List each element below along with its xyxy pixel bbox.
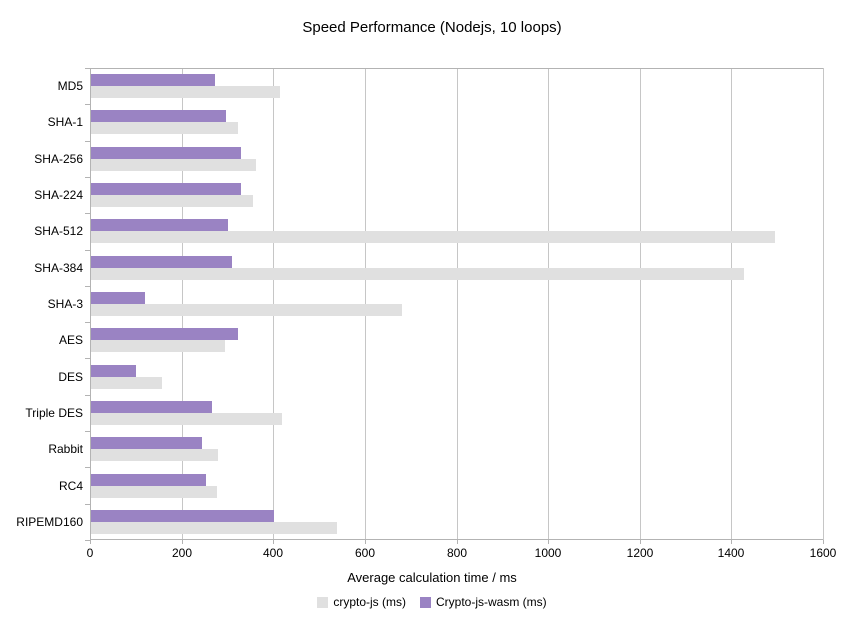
gridline-x-1200 bbox=[640, 68, 641, 540]
y-tick-mark bbox=[85, 286, 90, 287]
bar-crypto-js-wasm-ms-rc4 bbox=[91, 474, 206, 486]
bar-crypto-js-wasm-ms-sha-512 bbox=[91, 219, 228, 231]
y-tick-mark bbox=[85, 104, 90, 105]
bar-crypto-js-ms-aes bbox=[91, 340, 225, 352]
bar-crypto-js-wasm-ms-ripemd160 bbox=[91, 510, 274, 522]
x-tick-mark-400 bbox=[273, 540, 274, 544]
x-tick-label-0: 0 bbox=[86, 546, 94, 560]
x-tick-label-1200: 1200 bbox=[626, 546, 654, 560]
y-label-aes: AES bbox=[58, 333, 83, 347]
legend-swatch-crypto-js-wasm-ms bbox=[420, 596, 431, 608]
gridline-x-1400 bbox=[731, 68, 732, 540]
y-tick-mark bbox=[85, 177, 90, 178]
legend-item-crypto-js-ms: crypto-js (ms) bbox=[317, 595, 406, 609]
x-tick-mark-600 bbox=[365, 540, 366, 544]
x-axis-tick-labels: 0 200 400 600 800 1000 1200 1400 1600 bbox=[87, 546, 837, 562]
bar-crypto-js-ms-des bbox=[91, 377, 162, 389]
gridline-x-1000 bbox=[548, 68, 549, 540]
bar-crypto-js-wasm-ms-triple-des bbox=[91, 401, 212, 413]
x-tick-label-1400: 1400 bbox=[717, 546, 745, 560]
x-axis-title: Average calculation time / ms bbox=[347, 570, 517, 585]
bar-crypto-js-ms-sha-1 bbox=[91, 122, 238, 134]
x-tick-label-1600: 1600 bbox=[809, 546, 837, 560]
bar-crypto-js-ms-ripemd160 bbox=[91, 522, 337, 534]
y-tick-mark bbox=[85, 250, 90, 251]
bar-crypto-js-wasm-ms-sha-3 bbox=[91, 292, 145, 304]
x-tick-mark-1400 bbox=[731, 540, 732, 544]
y-tick-mark bbox=[85, 68, 90, 69]
plot-top-border bbox=[90, 68, 823, 69]
axis-x bbox=[90, 539, 823, 540]
bar-crypto-js-ms-sha-224 bbox=[91, 195, 253, 207]
y-label-sha-1: SHA-1 bbox=[47, 115, 83, 129]
axis-y bbox=[90, 68, 91, 540]
bar-crypto-js-wasm-ms-des bbox=[91, 365, 136, 377]
y-tick-mark bbox=[85, 358, 90, 359]
x-tick-mark-1600 bbox=[823, 540, 824, 544]
x-tick-mark-200 bbox=[182, 540, 183, 544]
x-tick-mark-1200 bbox=[640, 540, 641, 544]
y-label-sha-224: SHA-224 bbox=[34, 188, 83, 202]
y-tick-mark bbox=[85, 467, 90, 468]
y-label-ripemd160: RIPEMD160 bbox=[16, 515, 83, 529]
legend: crypto-js (ms) Crypto-js-wasm (ms) bbox=[0, 595, 864, 609]
bar-crypto-js-wasm-ms-sha-256 bbox=[91, 147, 241, 159]
x-tick-label-200: 200 bbox=[171, 546, 193, 560]
y-label-sha-384: SHA-384 bbox=[34, 261, 83, 275]
bar-crypto-js-ms-md5 bbox=[91, 86, 280, 98]
bar-crypto-js-ms-sha-3 bbox=[91, 304, 402, 316]
bar-crypto-js-ms-sha-384 bbox=[91, 268, 744, 280]
x-tick-mark-0 bbox=[90, 540, 91, 544]
bar-crypto-js-ms-triple-des bbox=[91, 413, 282, 425]
y-tick-mark bbox=[85, 504, 90, 505]
bar-crypto-js-wasm-ms-aes bbox=[91, 328, 238, 340]
x-tick-mark-800 bbox=[457, 540, 458, 544]
y-tick-mark bbox=[85, 540, 90, 541]
plot-area bbox=[85, 68, 824, 544]
bar-crypto-js-ms-sha-256 bbox=[91, 159, 256, 171]
y-label-rc4: RC4 bbox=[58, 479, 83, 493]
legend-label-crypto-js-wasm-ms: Crypto-js-wasm (ms) bbox=[436, 595, 547, 609]
chart-title: Speed Performance (Nodejs, 10 loops) bbox=[302, 19, 562, 36]
x-tick-label-800: 800 bbox=[446, 546, 468, 560]
y-tick-mark bbox=[85, 431, 90, 432]
y-axis-labels: MD5 SHA-1 SHA-256 SHA-224 SHA-512 SHA-384 SHA-… bbox=[0, 68, 83, 540]
y-label-md5: MD5 bbox=[57, 79, 83, 93]
y-label-des: DES bbox=[58, 370, 83, 384]
y-label-rabbit: Rabbit bbox=[48, 442, 83, 456]
bar-crypto-js-wasm-ms-sha-224 bbox=[91, 183, 241, 195]
bar-crypto-js-wasm-ms-sha-1 bbox=[91, 110, 226, 122]
legend-label-crypto-js-ms: crypto-js (ms) bbox=[333, 595, 406, 609]
y-tick-mark bbox=[85, 395, 90, 396]
x-tick-label-400: 400 bbox=[262, 546, 284, 560]
y-tick-mark bbox=[85, 141, 90, 142]
x-tick-mark-1000 bbox=[548, 540, 549, 544]
y-label-sha-3: SHA-3 bbox=[47, 297, 83, 311]
x-tick-label-1000: 1000 bbox=[534, 546, 562, 560]
bar-crypto-js-wasm-ms-md5 bbox=[91, 74, 215, 86]
gridline-x-1600 bbox=[823, 68, 824, 540]
bar-crypto-js-wasm-ms-rabbit bbox=[91, 437, 202, 449]
x-tick-label-600: 600 bbox=[354, 546, 376, 560]
y-tick-mark bbox=[85, 213, 90, 214]
bar-crypto-js-ms-sha-512 bbox=[91, 231, 775, 243]
y-label-triple-des: Triple DES bbox=[25, 406, 83, 420]
legend-item-crypto-js-wasm-ms: Crypto-js-wasm (ms) bbox=[420, 595, 547, 609]
y-label-sha-512: SHA-512 bbox=[34, 224, 83, 238]
y-label-sha-256: SHA-256 bbox=[34, 152, 83, 166]
bar-crypto-js-ms-rc4 bbox=[91, 486, 217, 498]
y-tick-mark bbox=[85, 322, 90, 323]
legend-swatch-crypto-js-ms bbox=[317, 596, 329, 608]
gridline-x-800 bbox=[457, 68, 458, 540]
bar-crypto-js-wasm-ms-sha-384 bbox=[91, 256, 232, 268]
bar-crypto-js-ms-rabbit bbox=[91, 449, 218, 461]
